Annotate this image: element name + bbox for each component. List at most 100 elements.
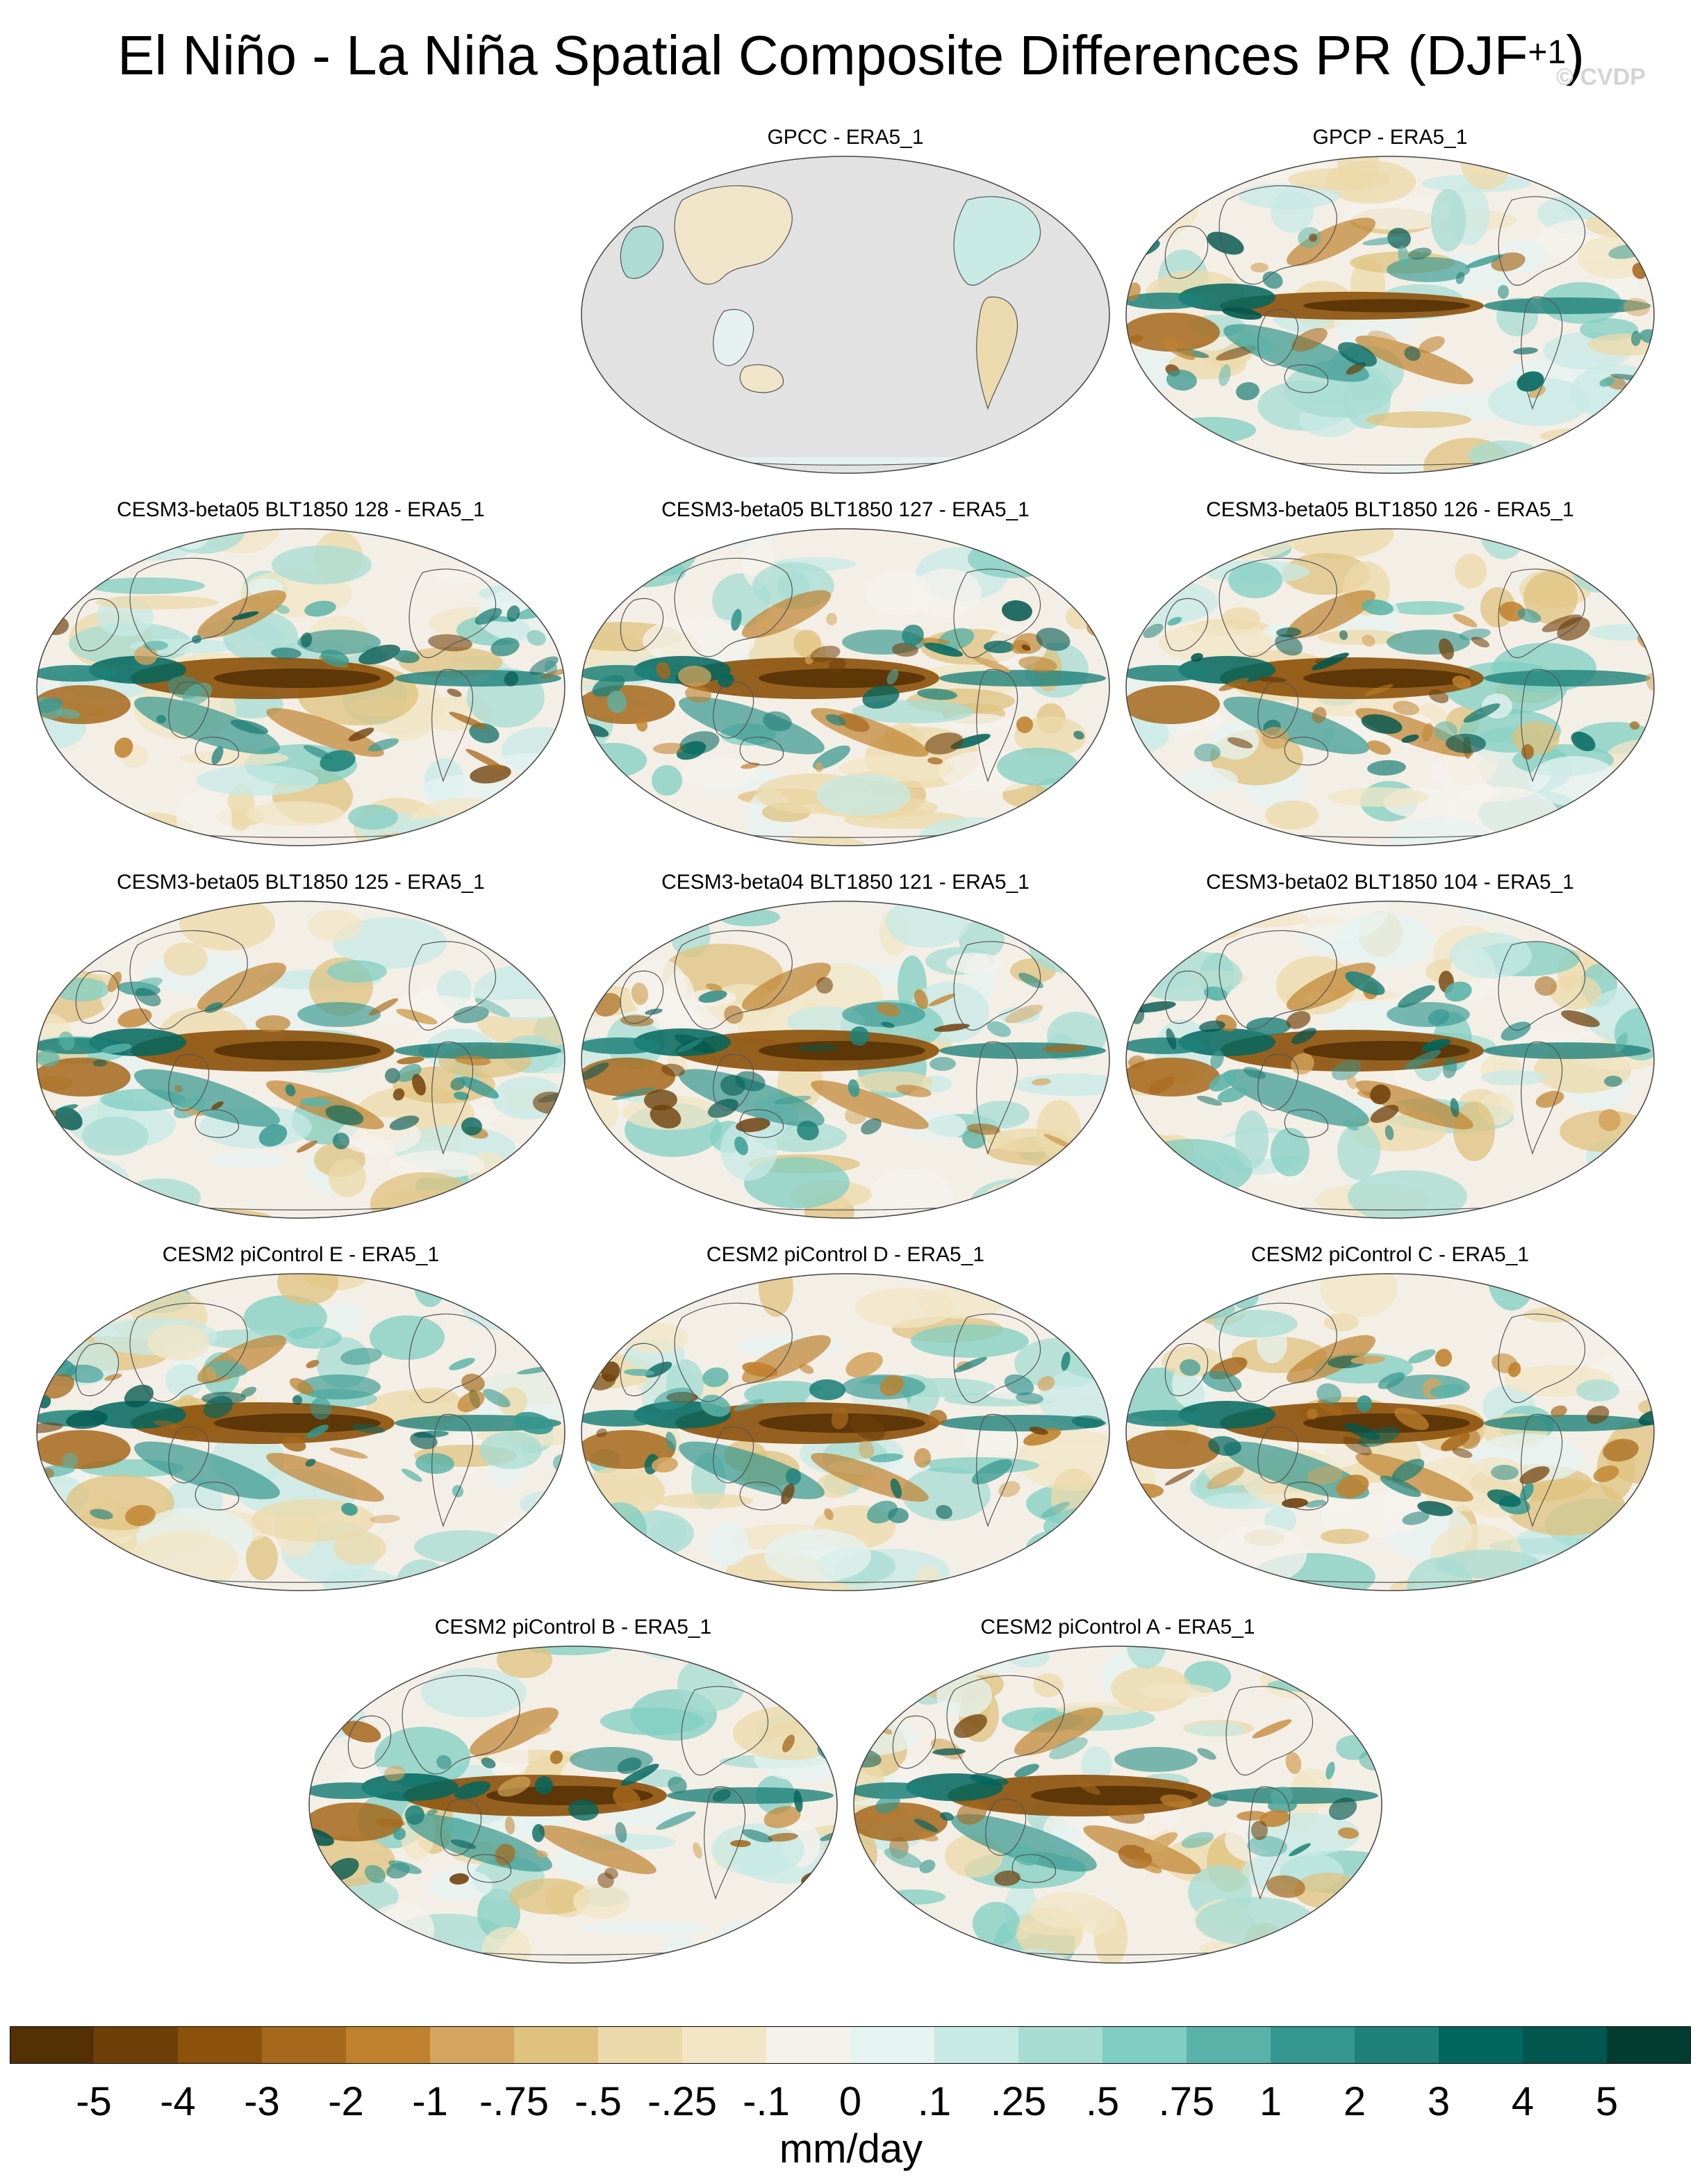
field-blob (553, 611, 565, 621)
field-blob (678, 665, 711, 687)
field-blob (414, 1530, 513, 1563)
field-blob (306, 1424, 329, 1438)
field-blob (309, 1920, 358, 1956)
field-blob (272, 545, 372, 584)
field-blob (135, 987, 161, 1007)
field-blob (340, 1347, 382, 1365)
map-svg (1125, 156, 1655, 474)
field-blob (1520, 1483, 1534, 1501)
field-blob (389, 1151, 485, 1179)
coastline (408, 941, 497, 1031)
field-blob (454, 1091, 469, 1101)
colorbar-tick: -.25 (647, 2079, 717, 2124)
field-blob (609, 1279, 681, 1303)
map-border (36, 901, 565, 1219)
field-blob (1008, 1647, 1050, 1668)
field-blob (1599, 377, 1614, 387)
field-blob (1207, 1793, 1228, 1807)
coastline (1218, 557, 1337, 657)
field-blob (707, 1522, 748, 1566)
field-blob (797, 1044, 838, 1052)
field-blob (668, 1776, 687, 1794)
field-blob (95, 596, 219, 609)
field-blob (1487, 1489, 1521, 1507)
field-blob (1312, 652, 1349, 671)
field-blob (914, 989, 929, 1010)
coastline (75, 598, 119, 652)
field-blob (399, 647, 503, 678)
field-blob (508, 1291, 558, 1323)
field-blob (1031, 937, 1109, 955)
field-blob (276, 605, 290, 614)
field-blob (325, 1105, 364, 1126)
field-blob (1016, 1197, 1079, 1218)
field-blob (341, 1502, 358, 1516)
coastline (129, 557, 248, 657)
field-blob (1218, 364, 1231, 386)
field-blob (581, 1062, 609, 1081)
title-text: El Niño - La Niña Spatial Composite Diff… (117, 24, 1528, 86)
field-blob (1368, 330, 1398, 350)
field-blob (1539, 427, 1651, 444)
field-blob (457, 1390, 485, 1413)
field-blob (994, 1870, 1021, 1887)
field-blob (1178, 656, 1275, 684)
field-blob (1551, 1405, 1567, 1418)
field-blob (174, 1085, 183, 1093)
field-blob (587, 1921, 711, 1935)
coastline (976, 668, 1018, 782)
field-blob (397, 1056, 424, 1065)
field-blob (1155, 785, 1192, 821)
field-blob (1210, 1050, 1224, 1069)
field-blob (292, 1395, 302, 1405)
field-blob (1459, 628, 1491, 641)
field-blob (163, 942, 208, 976)
map-border (581, 528, 1110, 846)
land-field (976, 297, 1018, 409)
field-blob (596, 1428, 607, 1438)
field-blob (877, 1003, 900, 1017)
field-blob (1463, 703, 1501, 723)
field-blob (277, 1274, 338, 1305)
field-blob (590, 800, 641, 846)
field-blob (320, 649, 349, 667)
field-blob (1367, 760, 1406, 776)
field-blob (1608, 192, 1648, 236)
field-blob (1446, 733, 1486, 754)
field-blob (793, 630, 821, 657)
colorbar-tick: 5 (1595, 2079, 1619, 2124)
field-blob (1126, 665, 1206, 682)
field-blob (1303, 299, 1470, 313)
field-blob (300, 632, 313, 648)
field-blob (734, 1136, 748, 1156)
coastline (739, 1481, 784, 1511)
field-blob (656, 1811, 696, 1830)
field-blob (1484, 1415, 1651, 1431)
field-blob (1262, 271, 1283, 289)
field-blob (324, 1303, 365, 1332)
coastline (1521, 1413, 1563, 1527)
field-blob (308, 910, 362, 942)
field-blob (495, 1844, 515, 1866)
colorbar-tick: .1 (917, 2079, 952, 2124)
field-blob (763, 711, 792, 732)
field-blob (333, 1133, 349, 1149)
colorbar-tick: .25 (990, 2079, 1047, 2124)
field-blob (1408, 247, 1432, 260)
field-blob (937, 627, 975, 651)
field-blob (1285, 1752, 1302, 1774)
field-blob (449, 1873, 469, 1885)
field-blob (1553, 1205, 1630, 1218)
field-blob (890, 1478, 902, 1499)
field-blob (125, 1504, 156, 1527)
field-blob (1362, 236, 1404, 246)
title-superscript: +1 (1528, 34, 1567, 71)
field-blob (304, 600, 336, 617)
field-blob (1275, 634, 1303, 656)
field-blob (951, 1814, 1097, 1872)
field-blob (207, 1360, 247, 1378)
field-blob (1488, 377, 1589, 426)
field-blob (1266, 1875, 1305, 1898)
field-blob (747, 529, 784, 534)
field-blob (661, 1063, 685, 1077)
